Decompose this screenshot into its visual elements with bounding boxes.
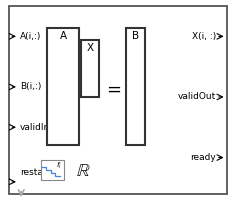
Bar xyxy=(47,28,79,145)
Text: A(i,:): A(i,:) xyxy=(20,32,42,41)
Text: $f_i$: $f_i$ xyxy=(56,161,62,171)
Text: A: A xyxy=(60,31,67,41)
Bar xyxy=(126,28,145,145)
Text: $\mathbb{R}$: $\mathbb{R}$ xyxy=(76,162,90,180)
Text: X: X xyxy=(87,43,94,54)
Text: X(i, :): X(i, :) xyxy=(192,32,216,41)
Text: ready: ready xyxy=(190,153,216,162)
Bar xyxy=(81,40,99,97)
Bar xyxy=(41,160,64,180)
Text: B: B xyxy=(132,31,139,41)
Text: validOut: validOut xyxy=(178,93,216,101)
Text: =: = xyxy=(106,81,121,99)
Text: B(i,:): B(i,:) xyxy=(20,82,42,91)
Text: validIn: validIn xyxy=(20,123,50,132)
Text: restart: restart xyxy=(20,168,50,177)
